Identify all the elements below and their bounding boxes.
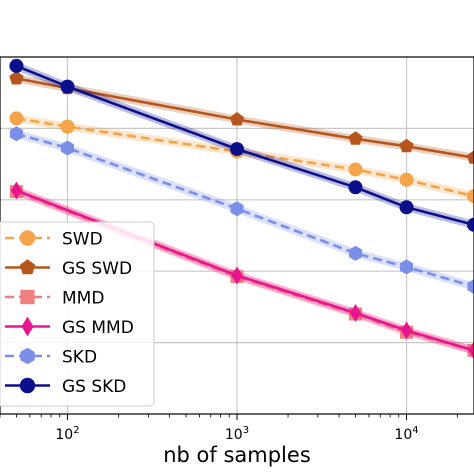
series-gs-skd [9,58,474,232]
data-point [350,303,361,322]
data-point [467,189,474,204]
data-point [348,162,363,177]
series-layer [9,58,474,360]
data-point [229,112,245,126]
data-point [468,341,474,360]
legend-marker [19,377,36,394]
data-point [399,172,414,187]
x-axis-label: nb of samples [163,443,311,467]
legend-label: SWD [62,230,103,250]
legend-label: SKD [62,348,97,368]
series-line [16,132,474,288]
data-point [9,126,23,142]
data-point [348,180,363,195]
legend-marker [21,316,34,337]
legend-marker [20,347,35,365]
legend-item: MMD [5,289,104,309]
data-point [61,140,74,156]
data-point [10,181,22,200]
series-line [16,117,474,198]
series-line [15,64,474,227]
legend-item: SKD [5,348,97,368]
legend-label: GS SWD [62,259,132,279]
data-point [60,119,75,134]
data-point [466,150,474,164]
data-point [467,279,474,295]
legend-item: GS SWD [5,259,132,279]
legend-label: GS MMD [62,318,134,338]
data-point [230,201,244,217]
data-point [349,245,362,261]
data-point [348,131,363,145]
legend-marker [19,230,36,246]
data-point [400,259,413,275]
data-point [399,200,414,215]
data-point [231,266,243,285]
legend-item: GS MMD [5,316,134,338]
x-tick-label: 104 [394,425,418,443]
x-tick-label: 103 [225,425,249,443]
legend-item: SWD [5,230,103,250]
legend-item: GS SKD [5,377,126,397]
legend: SWD GS SWD MMD GS MMD SKD GS SKD [0,221,155,407]
data-point [401,321,413,340]
data-point [467,217,474,232]
legend-label: GS SKD [62,377,126,397]
data-point [399,138,414,153]
series-line [16,77,474,159]
x-axis-ticks: 102 103 104 [0,414,458,443]
x-tick-label: 102 [55,425,79,443]
data-point [9,58,24,73]
data-point [9,111,24,126]
series-skd [9,126,474,295]
data-point [230,142,244,157]
legend-marker [20,289,35,305]
series-swd [9,111,474,204]
data-point [9,70,24,85]
legend-label: MMD [62,289,104,309]
data-point [60,79,75,94]
series-gs-mmd [10,181,474,360]
legend-marker [19,259,36,275]
